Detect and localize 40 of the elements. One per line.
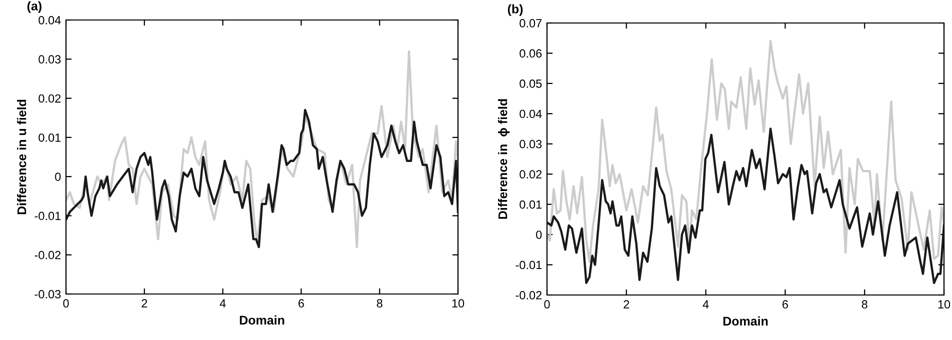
x-tick-label: 0 (544, 300, 550, 309)
x-tick-label: 2 (624, 300, 630, 308)
x-tick-label: 4 (220, 299, 226, 308)
x-tick-label: 0 (63, 299, 69, 308)
x-tick-label: 6 (782, 300, 788, 309)
y-tick-label: 0.01 (520, 200, 542, 209)
y-tick-label: 0.07 (520, 19, 542, 28)
y-tick-label: 0.05 (520, 79, 542, 88)
line-series (547, 128, 944, 284)
y-tick-label: 0.06 (520, 49, 542, 58)
y-axis-title: Difference in ϕ field (498, 99, 510, 219)
y-tick-label: 0.04 (520, 110, 542, 118)
line-series (547, 40, 944, 263)
y-tick-label: 0.04 (38, 16, 61, 24)
y-tick-label: 0.03 (38, 55, 61, 64)
line-series (66, 108, 458, 248)
x-tick-label: 4 (702, 300, 709, 308)
x-tick-label: 2 (142, 299, 148, 308)
y-tick-label: -0.02 (34, 250, 61, 260)
chart-title: (b) (508, 4, 523, 16)
x-tick-label: 10 (938, 300, 950, 309)
x-tick-label: 10 (452, 299, 464, 308)
x-tick-label: 8 (862, 300, 868, 309)
x-axis-title: Domain (240, 315, 284, 325)
y-tick-label: 0.01 (38, 133, 61, 142)
y-tick-label: -0.02 (516, 291, 542, 300)
y-tick-label: 0.02 (38, 94, 61, 103)
x-tick-label: 8 (376, 299, 382, 308)
x-tick-label: 6 (298, 299, 304, 308)
chart-title: (a) (27, 1, 42, 13)
y-tick-label: 0 (55, 172, 61, 181)
line-series (66, 50, 458, 248)
y-tick-label: -0.03 (34, 290, 61, 298)
y-tick-label: 0.03 (520, 140, 542, 148)
y-tick-label: 0 (536, 230, 542, 239)
x-axis-title: Domain (723, 316, 768, 326)
y-tick-label: -0.01 (34, 212, 61, 220)
y-tick-label: 0.02 (520, 170, 542, 179)
y-tick-label: -0.01 (516, 260, 542, 270)
y-axis-title: Difference in u field (17, 100, 26, 214)
